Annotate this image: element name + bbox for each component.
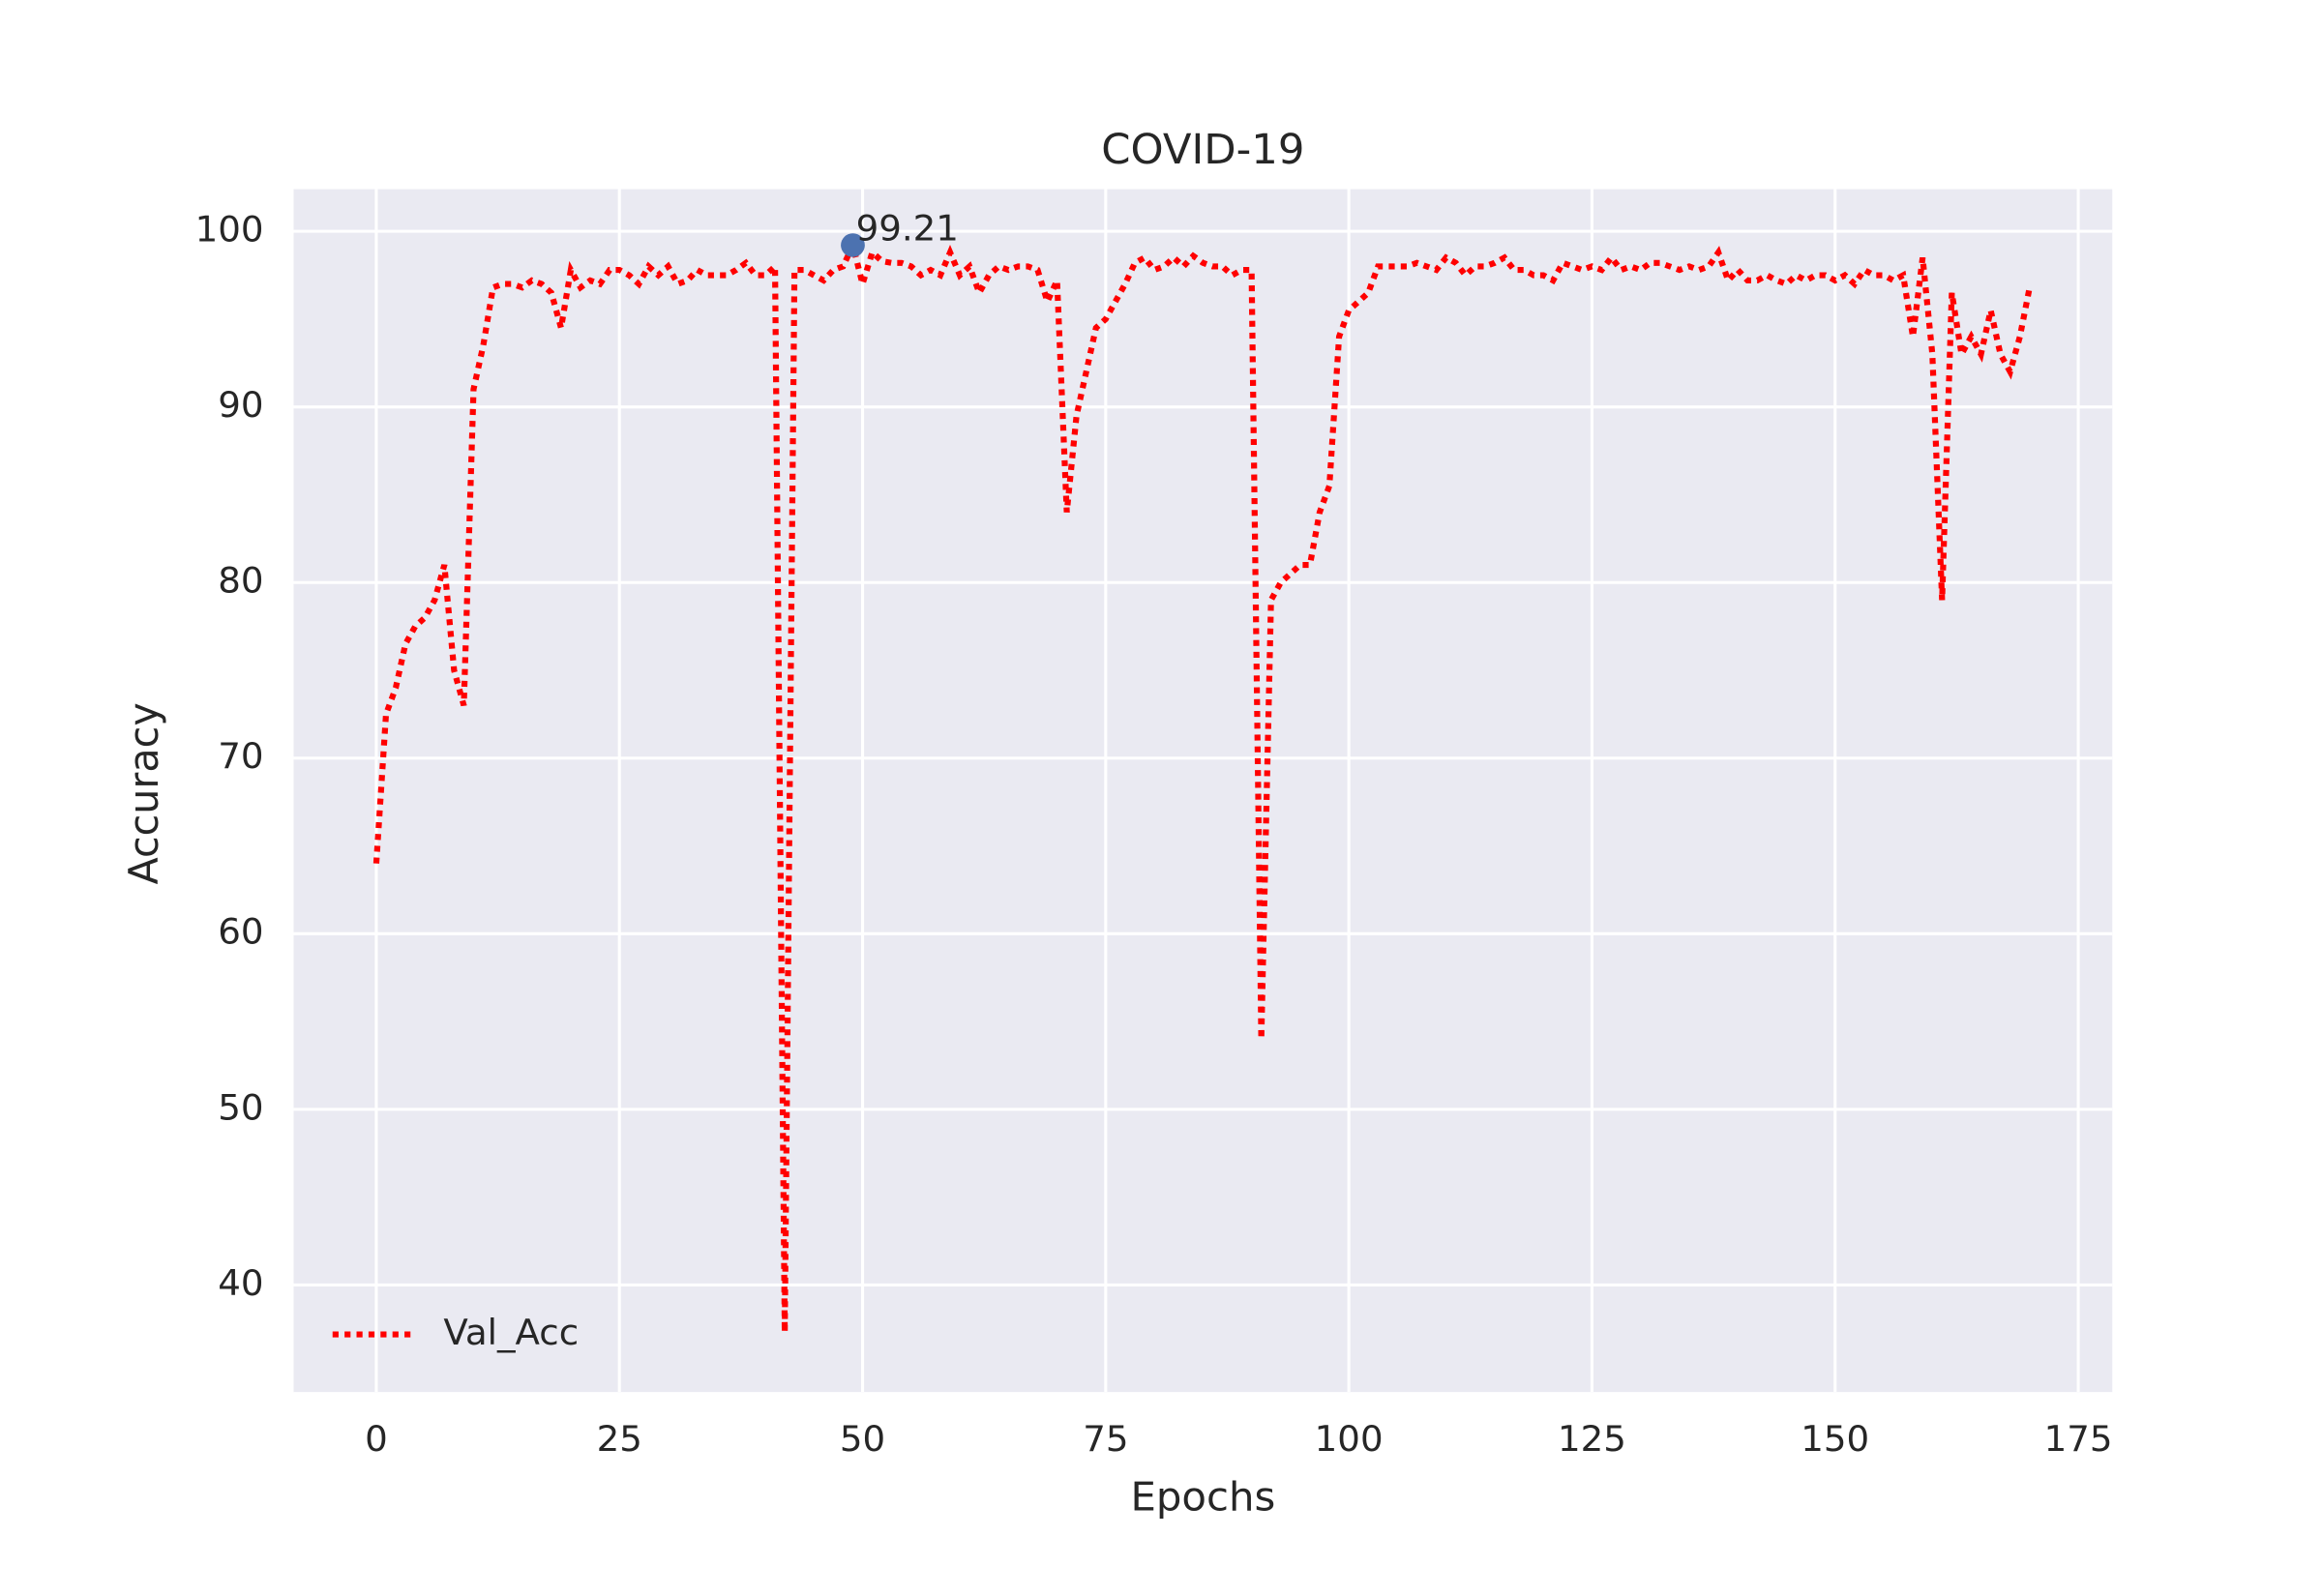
x-tick-label: 0 [365,1418,388,1460]
x-tick-label: 125 [1558,1418,1626,1460]
y-tick-label: 90 [218,384,263,426]
x-tick-label: 75 [1083,1418,1128,1460]
legend-label: Val_Acc [443,1312,579,1353]
x-tick-label: 100 [1315,1418,1384,1460]
y-tick-label: 50 [218,1087,263,1129]
annotation-label: 99.21 [856,208,959,250]
x-tick-label: 175 [2044,1418,2113,1460]
x-tick-label: 25 [597,1418,642,1460]
y-tick-label: 70 [218,735,263,777]
y-axis-label: Accuracy [120,702,167,884]
x-axis-label: Epochs [1130,1473,1275,1521]
chart-title: COVID-19 [1101,126,1304,174]
y-tick-label: 40 [218,1262,263,1304]
data-line [372,236,2033,1333]
y-tick-label: 80 [218,560,263,602]
x-tick-label: 150 [1801,1418,1869,1460]
x-tick-label: 50 [840,1418,885,1460]
y-tick-label: 60 [218,911,263,953]
y-tick-label: 100 [195,209,264,251]
plot-area [293,189,2113,1393]
annotation-marker [841,233,865,257]
